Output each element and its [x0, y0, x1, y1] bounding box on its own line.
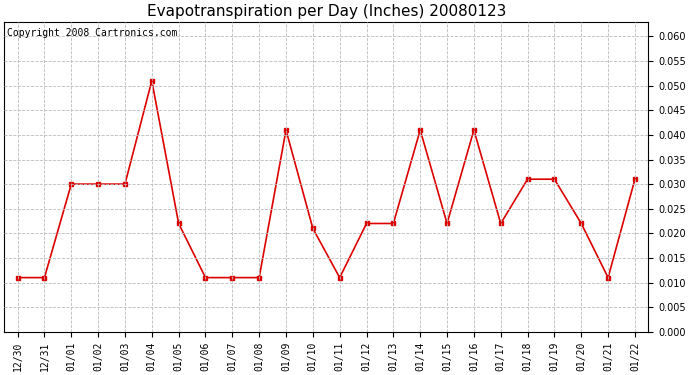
Text: Copyright 2008 Cartronics.com: Copyright 2008 Cartronics.com: [8, 28, 178, 38]
Title: Evapotranspiration per Day (Inches) 20080123: Evapotranspiration per Day (Inches) 2008…: [146, 4, 506, 19]
